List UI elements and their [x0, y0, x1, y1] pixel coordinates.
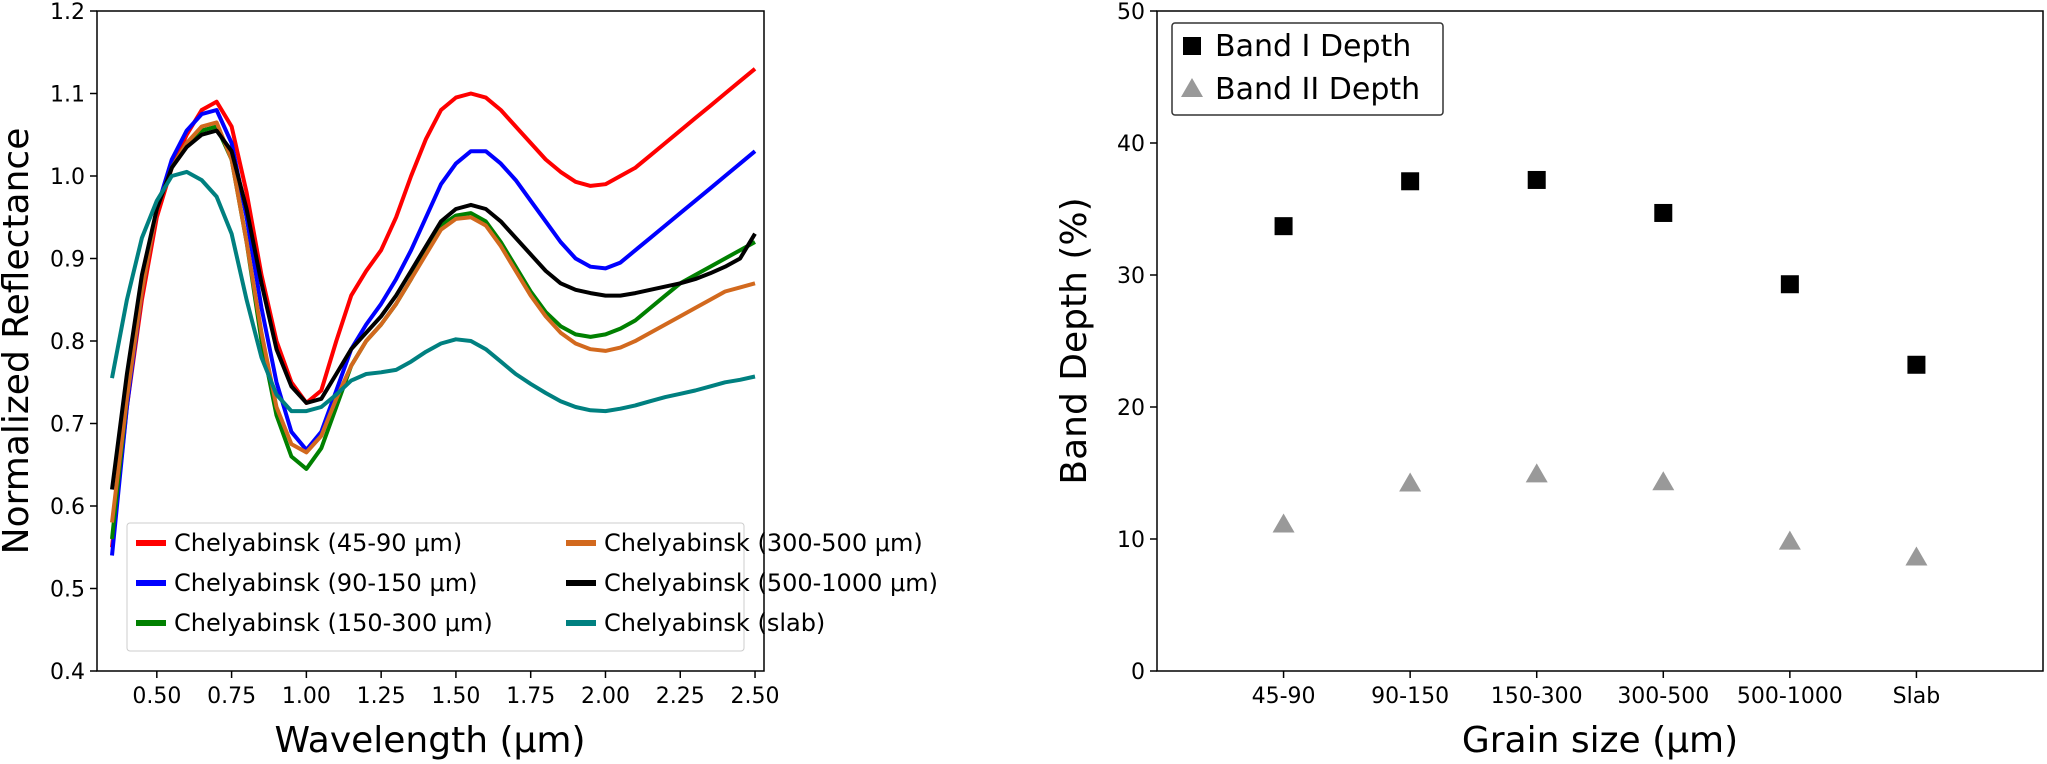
category-tick-label-3: 300-500: [1617, 684, 1709, 709]
spectrum-line-4: [110, 128, 757, 490]
x-tick-label-8: 2.50: [731, 684, 780, 709]
legend-label-0: Chelyabinsk (45-90 μm): [174, 529, 462, 557]
legend-label-3: Chelyabinsk (300-500 μm): [604, 529, 923, 557]
x-tick-label-4: 1.50: [431, 684, 480, 709]
spectra-legend: Chelyabinsk (45-90 μm) Chelyabinsk (90-15…: [126, 522, 938, 652]
x-tick-label-6: 2.00: [581, 684, 630, 709]
reflectance-axis-title: Normalized Reflectance: [0, 128, 37, 555]
grain-size-ticks: 45-90 90-150 150-300 300-500 500-1000 Slab: [1252, 671, 1941, 709]
band-depth-tick-label-2: 20: [1117, 396, 1145, 421]
x-tick-label-0: 0.50: [132, 684, 181, 709]
y-tick-label-5: 0.9: [50, 248, 85, 273]
reflectance-chart: 0.50 0.75 1.00 1.25 1.50 1.75 2.00 2.25 2.50 0.4…: [0, 0, 938, 761]
spectra-series: [110, 67, 757, 556]
band1-point-4: [1780, 275, 1799, 294]
band-depth-tick-label-1: 10: [1117, 528, 1145, 553]
legend-label-5: Chelyabinsk (slab): [604, 609, 825, 637]
legend-label-2: Chelyabinsk (150-300 μm): [174, 609, 493, 637]
grain-size-axis-title: Grain size (μm): [1462, 720, 1738, 761]
band2-point-4: [1778, 530, 1801, 550]
y-tick-label-7: 1.1: [50, 83, 85, 108]
spectrum-line-0: [110, 67, 757, 548]
band1-point-2: [1527, 170, 1546, 189]
category-tick-label-4: 500-1000: [1737, 684, 1843, 709]
legend-band1-marker: [1183, 37, 1201, 55]
band-depth-legend-box: [1171, 22, 1444, 116]
reflectance-ticks: 0.4 0.5 0.6 0.7 0.8 0.9 1.0 1.1 1.2: [50, 0, 97, 685]
legend-label-4: Chelyabinsk (500-1000 μm): [604, 569, 938, 597]
band2-point-3: [1652, 471, 1675, 491]
y-tick-label-0: 0.4: [50, 660, 85, 685]
band1-point-1: [1401, 172, 1420, 191]
x-tick-label-5: 1.75: [506, 684, 555, 709]
x-tick-label-1: 0.75: [207, 684, 256, 709]
category-tick-label-2: 150-300: [1491, 684, 1583, 709]
y-tick-label-2: 0.6: [50, 495, 85, 520]
wavelength-ticks: 0.50 0.75 1.00 1.25 1.50 1.75 2.00 2.25 2.50: [132, 671, 780, 709]
band-depth-tick-label-0: 0: [1131, 660, 1145, 685]
y-tick-label-1: 0.5: [50, 578, 85, 603]
y-tick-label-3: 0.7: [50, 413, 85, 438]
wavelength-axis-title: Wavelength (μm): [274, 720, 585, 761]
band2-point-2: [1525, 463, 1548, 483]
band-depth-tick-label-5: 50: [1117, 0, 1145, 25]
band-depth-tick-label-3: 30: [1117, 264, 1145, 289]
y-tick-label-8: 1.2: [50, 0, 85, 25]
band1-point-0: [1274, 217, 1293, 236]
band-depth-points: [1272, 170, 1928, 566]
x-tick-label-2: 1.00: [282, 684, 331, 709]
band-depth-ticks: 0 10 20 30 40 50: [1117, 0, 1157, 685]
band-depth-plot-frame: [1156, 10, 2044, 672]
category-tick-label-0: 45-90: [1252, 684, 1316, 709]
band2-point-0: [1272, 513, 1295, 533]
band-depth-legend: Band I Depth Band II Depth: [1171, 22, 1444, 116]
spectrum-line-3: [110, 120, 756, 523]
spectrum-line-5: [110, 169, 756, 414]
band-depth-axis-title: Band Depth (%): [1054, 197, 1095, 484]
legend-label-1: Chelyabinsk (90-150 μm): [174, 569, 477, 597]
legend-band2-marker: [1181, 78, 1203, 97]
category-tick-label-5: Slab: [1893, 684, 1941, 709]
legend-band-label-1: Band II Depth: [1215, 72, 1420, 107]
spectrum-line-1: [110, 108, 757, 556]
legend-band-label-0: Band I Depth: [1215, 29, 1411, 64]
band-depth-tick-label-4: 40: [1117, 132, 1145, 157]
y-tick-label-4: 0.8: [50, 330, 85, 355]
band-depth-chart: 45-90 90-150 150-300 300-500 500-1000 Slab 0 1…: [1054, 0, 2044, 761]
category-tick-label-1: 90-150: [1371, 684, 1449, 709]
band1-point-3: [1654, 203, 1673, 222]
band1-point-5: [1907, 355, 1926, 374]
band2-point-1: [1399, 472, 1422, 492]
spectra-legend-box: [126, 522, 745, 652]
band2-point-5: [1905, 546, 1928, 566]
y-tick-label-6: 1.0: [50, 165, 85, 190]
x-tick-label-3: 1.25: [357, 684, 406, 709]
x-tick-label-7: 2.25: [656, 684, 705, 709]
